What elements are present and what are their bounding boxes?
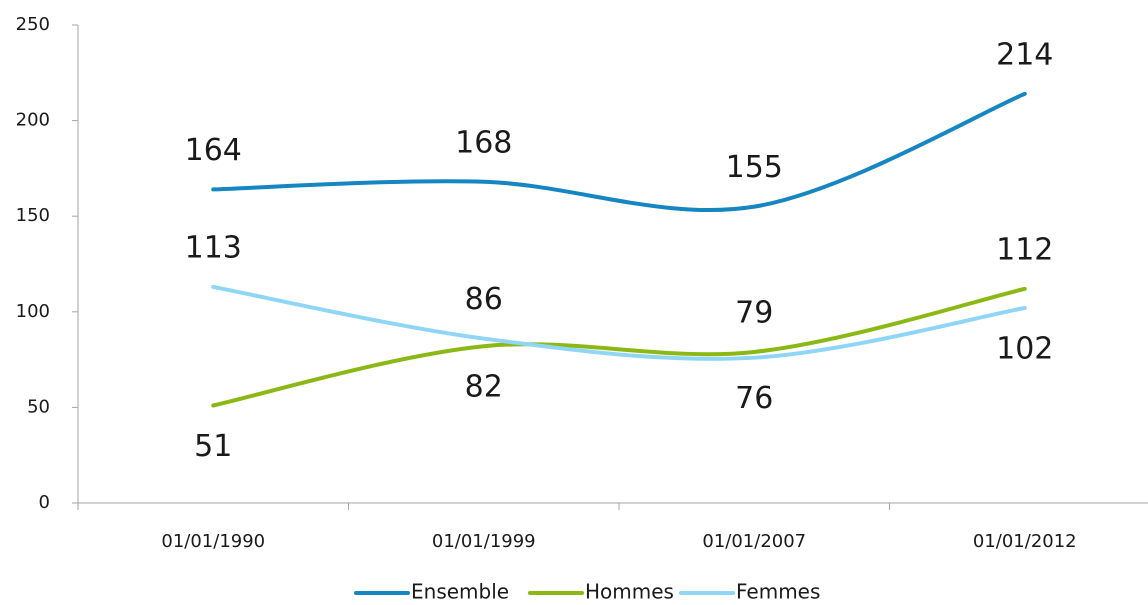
series-line [211,284,1027,361]
data-label: 155 [726,150,783,185]
data-label: 164 [185,133,242,168]
data-label: 76 [735,381,773,416]
y-tick-label: 0 [39,492,50,513]
data-label: 79 [735,295,773,330]
y-tick-label: 200 [16,110,50,131]
x-tick-label: 01/01/2012 [973,531,1077,552]
x-tick-label: 01/01/1990 [161,531,265,552]
series-line [211,91,1027,213]
data-label: 168 [455,125,512,160]
legend-label: Hommes [585,580,674,604]
data-label: 102 [996,331,1053,366]
y-tick-label: 50 [27,396,50,417]
x-tick-label: 01/01/2007 [702,531,806,552]
legend-label: Femmes [736,580,820,604]
y-tick-label: 250 [16,14,50,35]
data-label: 82 [465,370,503,405]
data-label: 86 [465,282,503,317]
series-line [211,286,1027,408]
data-label: 112 [996,232,1053,267]
y-tick-label: 150 [16,205,50,226]
data-label: 214 [996,37,1053,72]
legend-label: Ensemble [411,580,509,604]
data-label: 51 [194,429,232,464]
y-tick-label: 100 [16,301,50,322]
data-label: 113 [185,230,242,265]
x-tick-label: 01/01/1999 [432,531,536,552]
